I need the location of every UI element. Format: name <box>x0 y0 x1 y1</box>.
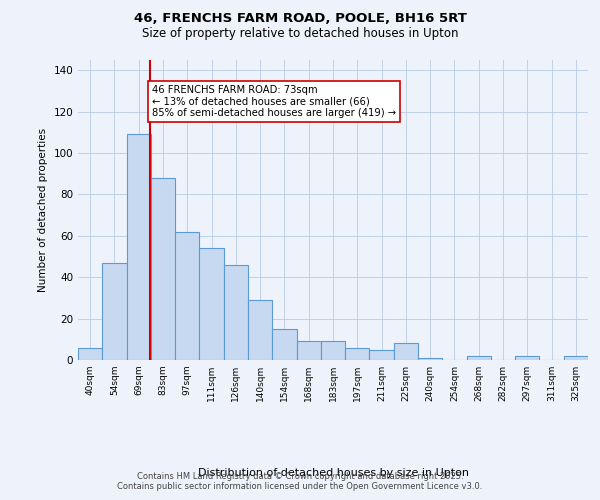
Bar <box>564 356 588 360</box>
Bar <box>515 356 539 360</box>
Text: Contains public sector information licensed under the Open Government Licence v3: Contains public sector information licen… <box>118 482 482 491</box>
Bar <box>321 342 345 360</box>
Bar <box>418 358 442 360</box>
Bar <box>151 178 175 360</box>
Text: 46, FRENCHS FARM ROAD, POOLE, BH16 5RT: 46, FRENCHS FARM ROAD, POOLE, BH16 5RT <box>134 12 466 26</box>
Text: Contains HM Land Registry data © Crown copyright and database right 2025.: Contains HM Land Registry data © Crown c… <box>137 472 463 481</box>
Bar <box>272 329 296 360</box>
Bar <box>78 348 102 360</box>
X-axis label: Distribution of detached houses by size in Upton: Distribution of detached houses by size … <box>197 468 469 478</box>
Bar <box>224 265 248 360</box>
Bar <box>175 232 199 360</box>
Bar <box>102 263 127 360</box>
Bar <box>345 348 370 360</box>
Y-axis label: Number of detached properties: Number of detached properties <box>38 128 48 292</box>
Bar <box>199 248 224 360</box>
Bar <box>127 134 151 360</box>
Bar <box>370 350 394 360</box>
Bar <box>394 344 418 360</box>
Bar <box>296 342 321 360</box>
Bar <box>248 300 272 360</box>
Text: 46 FRENCHS FARM ROAD: 73sqm
← 13% of detached houses are smaller (66)
85% of sem: 46 FRENCHS FARM ROAD: 73sqm ← 13% of det… <box>152 85 396 118</box>
Bar <box>467 356 491 360</box>
Text: Size of property relative to detached houses in Upton: Size of property relative to detached ho… <box>142 28 458 40</box>
